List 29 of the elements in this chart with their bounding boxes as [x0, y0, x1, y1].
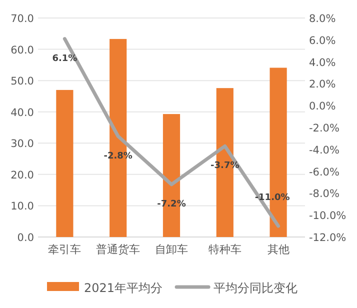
y-tick-label: 30.0: [10, 138, 34, 150]
y2-tick-label: 6.0%: [309, 34, 336, 47]
x-tick-label: 特种车: [208, 243, 242, 256]
x-tick-label: 牵引车: [48, 243, 82, 256]
y2-tick-label: -6.0%: [309, 166, 340, 178]
y2-tick-label: -4.0%: [309, 144, 340, 156]
y2-tick-label: 0.0%: [309, 100, 336, 113]
y2-tick-label: -10.0%: [309, 210, 346, 222]
y2-tick-label: 2.0%: [309, 78, 336, 91]
x-tick-label: 普通货车: [96, 243, 140, 256]
y-tick-label: 60.0: [10, 44, 34, 56]
data-label: 6.1%: [52, 54, 78, 64]
y-tick-label: 0.0: [17, 232, 34, 244]
data-label: -11.0%: [254, 193, 290, 204]
y2-tick-label: 8.0%: [309, 13, 336, 25]
y-tick-label: 50.0: [10, 76, 34, 88]
y2-tick-label: 4.0%: [309, 56, 336, 69]
x-tick-label: 自卸车: [155, 243, 188, 256]
legend-label: 2021年平均分: [84, 281, 163, 295]
x-tick-label: 其他: [267, 243, 290, 256]
y2-tick-label: -12.0%: [309, 232, 346, 244]
y-tick-label: 20.0: [10, 169, 34, 182]
y-tick-label: 70.0: [10, 13, 34, 25]
y2-tick-label: -2.0%: [309, 122, 340, 134]
y-tick-label: 40.0: [10, 106, 34, 119]
bar: [56, 90, 74, 237]
legend-label: 平均分同比变化: [214, 281, 298, 295]
y-tick-label: 10.0: [10, 200, 34, 213]
y2-tick-label: -8.0%: [309, 188, 340, 200]
